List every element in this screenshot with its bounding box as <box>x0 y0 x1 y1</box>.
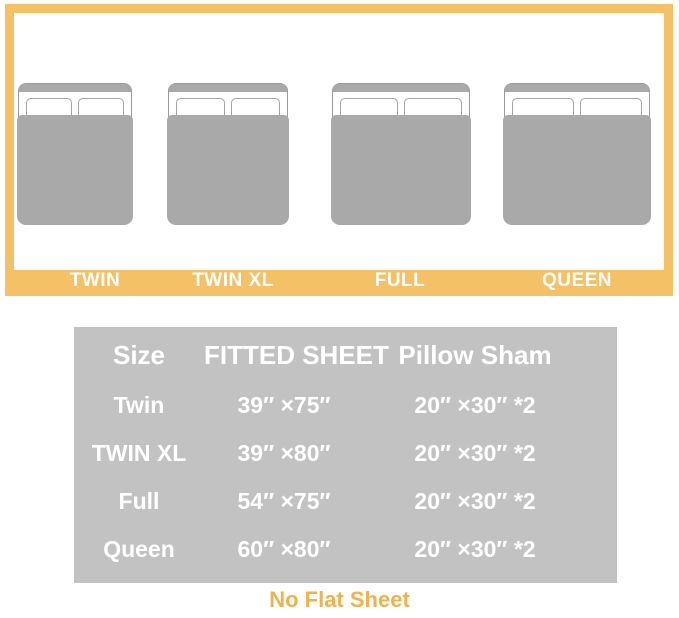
col-header-size: Size <box>112 339 166 370</box>
frame-label-twin: TWIN <box>69 270 121 291</box>
bed-headboard <box>505 84 649 92</box>
size-table: Size FITTED SHEET Pillow Sham Twin 39″ ×… <box>74 327 617 583</box>
pillow-sham-cell: 20″ ×30″ *2 <box>414 487 536 514</box>
bed-headboard <box>19 84 131 92</box>
bed-fitted-sheet <box>167 115 289 225</box>
bed-illustration-full <box>331 83 471 225</box>
bed-illustration-twin <box>17 83 133 225</box>
no-flat-sheet-note: No Flat Sheet <box>269 587 410 612</box>
size-cell: Twin <box>113 391 165 418</box>
table-row-twin: Twin 39″ ×75″ 20″ ×30″ *2 <box>74 392 617 419</box>
frame-label-full: FULL <box>374 270 426 291</box>
bed-illustration-twin-xl <box>167 83 289 225</box>
bed-headboard <box>333 84 469 92</box>
fitted-sheet-cell: 39″ ×75″ <box>237 391 331 418</box>
fitted-sheet-cell: 54″ ×75″ <box>237 487 331 514</box>
fitted-sheet-cell: 60″ ×80″ <box>237 535 331 562</box>
pillow-sham-cell: 20″ ×30″ *2 <box>414 391 536 418</box>
pillow-sham-cell: 20″ ×30″ *2 <box>414 535 536 562</box>
table-header-row: Size FITTED SHEET Pillow Sham <box>74 340 617 371</box>
bed-fitted-sheet <box>331 115 471 225</box>
size-cell: Full <box>118 487 160 514</box>
fitted-sheet-cell: 39″ ×80″ <box>237 439 331 466</box>
bed-headboard <box>169 84 287 92</box>
size-cell: TWIN XL <box>91 439 187 466</box>
pillow-sham-cell: 20″ ×30″ *2 <box>414 439 536 466</box>
size-cell: Queen <box>103 535 175 562</box>
bed-fitted-sheet <box>17 115 133 225</box>
table-row-queen: Queen 60″ ×80″ 20″ ×30″ *2 <box>74 536 617 563</box>
col-header-fitted-sheet: FITTED SHEET <box>204 339 389 370</box>
col-header-pillow-sham: Pillow Sham <box>398 339 552 370</box>
bed-illustration-queen <box>503 83 651 225</box>
table-row-full: Full 54″ ×75″ 20″ ×30″ *2 <box>74 488 617 515</box>
bed-fitted-sheet <box>503 115 651 225</box>
bed-sizes-frame: TWIN TWIN XL FULL QUEEN <box>5 4 673 296</box>
frame-label-twin-xl: TWIN XL <box>192 270 274 291</box>
frame-label-queen: QUEEN <box>541 270 613 291</box>
table-row-twin-xl: TWIN XL 39″ ×80″ 20″ ×30″ *2 <box>74 440 617 467</box>
